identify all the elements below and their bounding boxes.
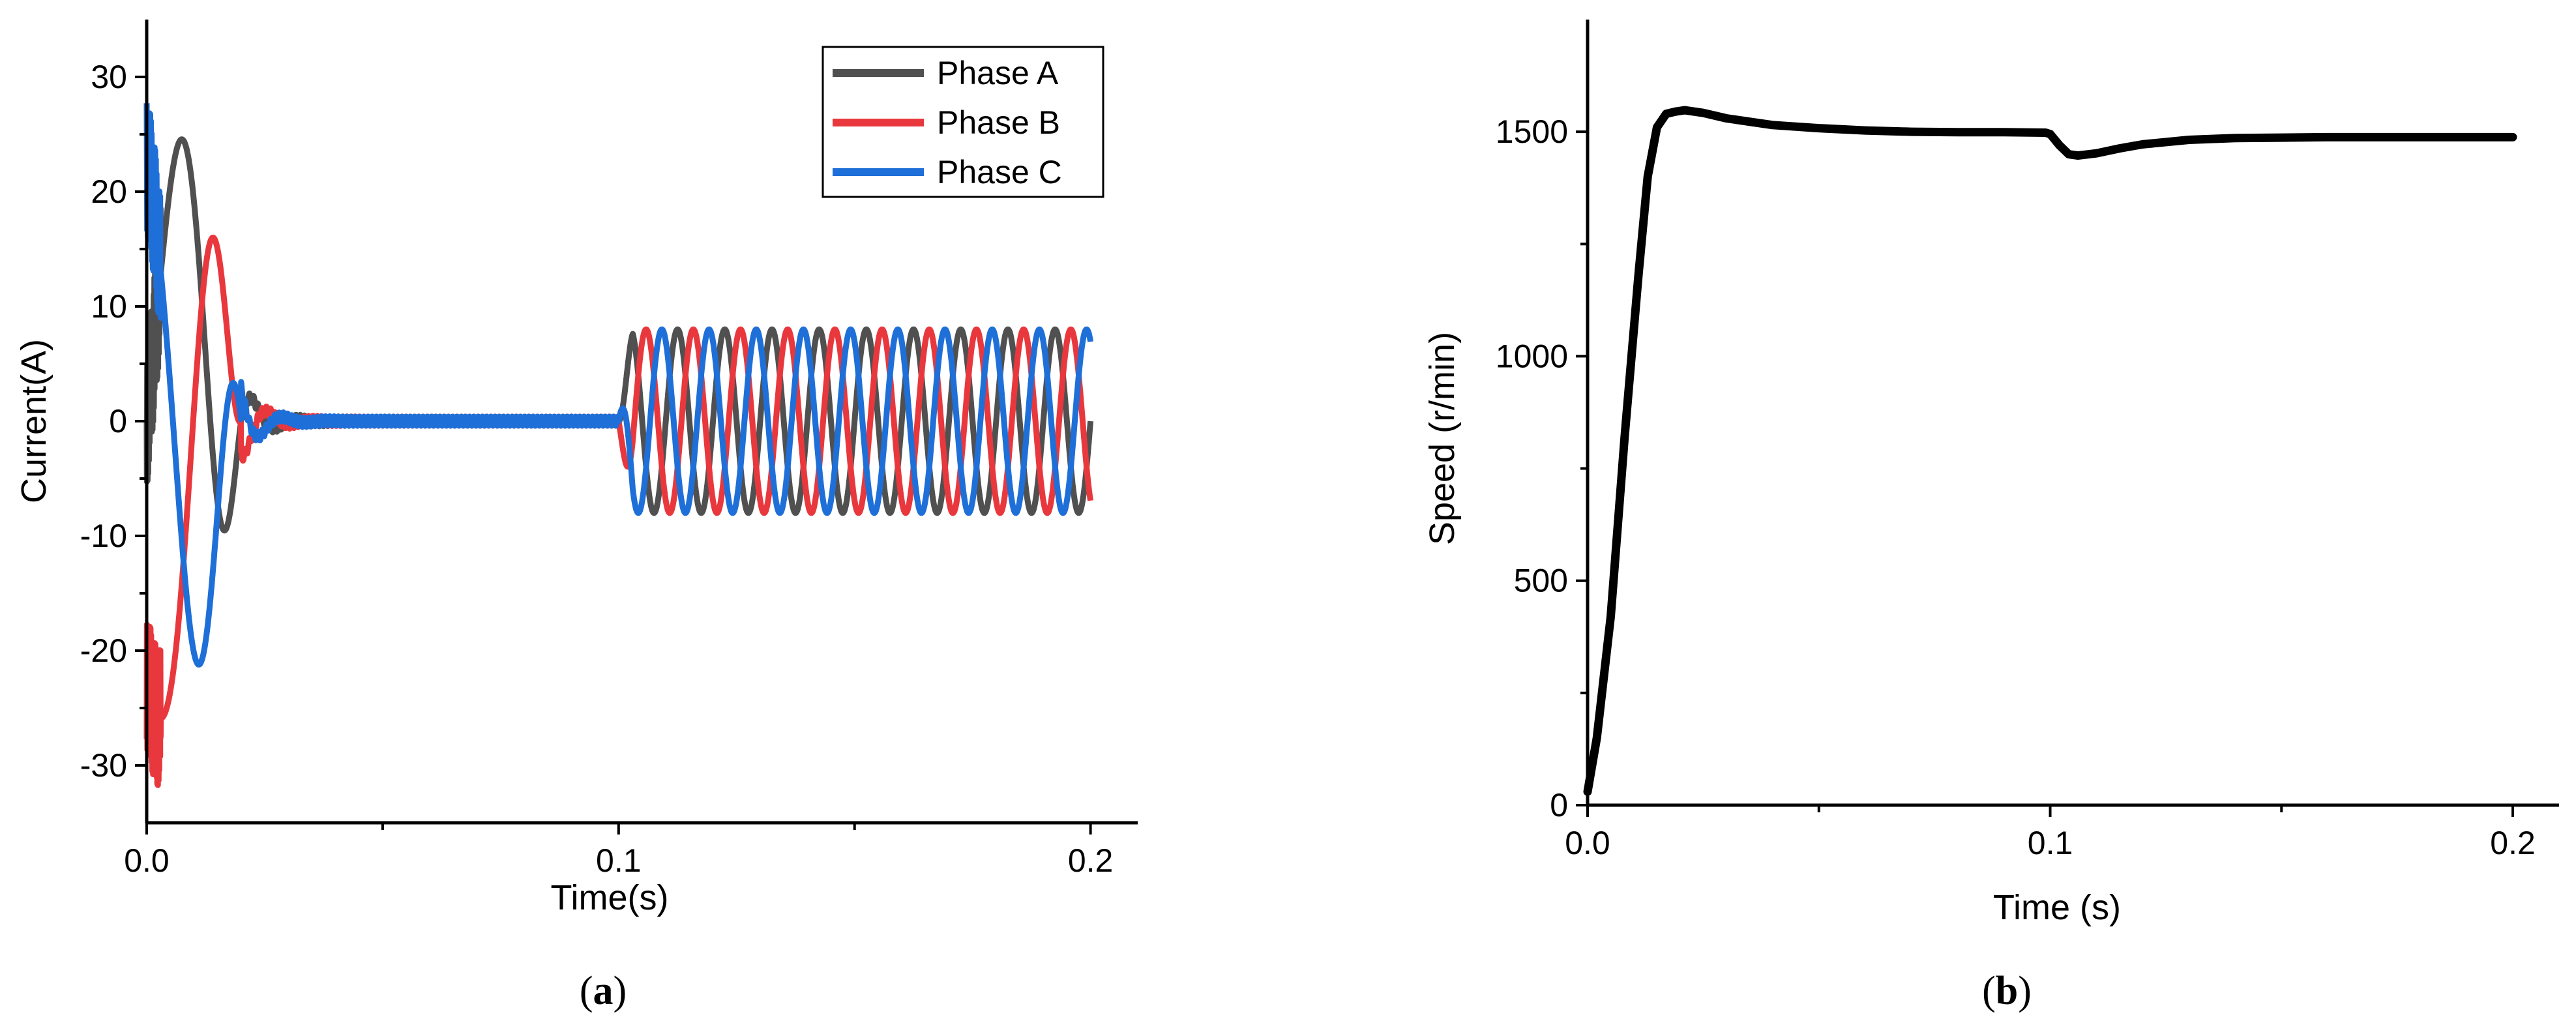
y-tick-label: 10 [91,288,127,325]
y-tick-label: 1500 [1496,113,1568,150]
panel-label-open-b: ( [1982,969,1996,1013]
y-tick-label: 0 [109,403,127,439]
y-tick-label: 500 [1514,563,1568,599]
tick-marks-b [1576,130,2515,817]
x-tick-label: 0.2 [2490,825,2536,861]
series-line-phase-c [143,103,1094,668]
panel-label-a: (a) [580,969,627,1013]
series-group-b [1583,106,2517,796]
y-tick-label: 20 [91,173,127,210]
y-tick-label: -10 [80,518,127,554]
x-tick-label: 0.0 [124,842,170,879]
y-tick-label: -30 [80,747,127,784]
y-tick-label: 0 [1550,787,1568,823]
panel-label-letter-b: b [1996,969,2018,1013]
panel-label-letter-a: a [593,969,614,1013]
legend-label: Phase A [937,55,1059,91]
panel-label-b: (b) [1982,969,2032,1013]
x-tick-label: 0.0 [1565,825,1610,861]
y-tick-label: 1000 [1496,338,1568,374]
legend-label: Phase B [937,104,1060,141]
x-tick-label: 0.2 [1068,842,1114,879]
y-axis-title-a: Current(A) [14,339,53,503]
y-tick-label: 30 [91,59,127,95]
chart-panel-a: 0.0 0.1 0.2 -30 -20 -10 0 10 20 30 Time(s) Curren… [14,20,1138,1013]
panel-label-open-a: ( [580,969,593,1013]
legend-label: Phase C [937,154,1062,190]
x-axis-title-b: Time (s) [1993,888,2121,927]
y-tick-label: -20 [80,632,127,669]
series-group-a [143,103,1094,788]
tick-marks-a [135,76,1092,835]
panel-label-close-b: ) [2018,969,2032,1013]
y-axis-title-b: Speed (r/min) [1423,332,1462,545]
x-tick-label: 0.1 [2028,825,2073,861]
panel-label-close-a: ) [614,969,627,1013]
legend-a: Phase A Phase B Phase C [822,46,1104,198]
x-axis-title-a: Time(s) [551,878,669,917]
chart-panel-b: 0.0 0.1 0.2 0 500 1000 1500 Time (s) Speed (r/… [1423,20,2559,1013]
x-tick-label: 0.1 [596,842,642,879]
tick-labels-a: 0.0 0.1 0.2 -30 -20 -10 0 10 20 30 [80,59,1114,879]
tick-labels-b: 0.0 0.1 0.2 0 500 1000 1500 [1496,113,2536,861]
series-line-speed [1583,106,2517,796]
